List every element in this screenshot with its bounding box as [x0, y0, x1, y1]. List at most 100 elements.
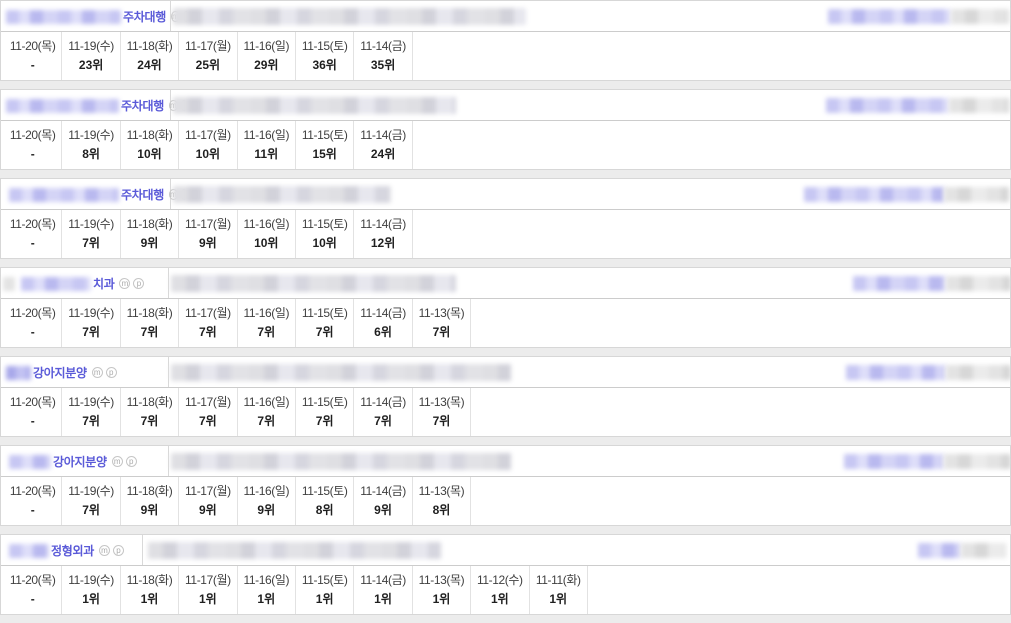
rank-cell: 11-14(금) 12위: [354, 210, 413, 258]
redacted-text: [9, 544, 49, 558]
rank-value: 7위: [315, 325, 334, 339]
redacted-text: [918, 543, 961, 558]
date-label: 11-17(월): [185, 39, 231, 53]
rank-value: 15위: [312, 147, 337, 161]
keyword-label[interactable]: 주차대행: [121, 187, 164, 202]
rank-cell: 11-18(화) 9위: [121, 210, 180, 258]
pc-badge-icon: p: [105, 366, 117, 378]
keyword-block: 정형외과 m p 11-20(목) - 11-19(수) 1위 11-18(화)…: [0, 534, 1011, 615]
redacted-url-text: [171, 275, 456, 292]
redacted-text: [944, 187, 1009, 202]
rank-cell: 11-16(일) 7위: [238, 388, 296, 436]
pc-badge-icon: p: [133, 277, 145, 289]
rank-value: 9위: [140, 503, 159, 517]
redacted-url-text: [171, 453, 511, 470]
date-label: 11-15(토): [301, 573, 348, 587]
date-label: 11-18(화): [126, 306, 173, 320]
rank-cell: 11-17(월) 10위: [179, 121, 238, 169]
rank-cell: 11-18(화) 1위: [121, 566, 180, 614]
rank-value: 1위: [374, 592, 392, 606]
date-label: 11-15(토): [301, 39, 348, 53]
keyword-label[interactable]: 정형외과: [51, 543, 94, 558]
rank-value: 36위: [312, 58, 337, 72]
keyword-block-header: 주차대행 m p: [1, 179, 1010, 210]
date-label: 11-13(목): [418, 306, 465, 320]
redacted-text: [951, 9, 1009, 24]
rank-value: 7위: [257, 414, 276, 428]
rank-cell: 11-20(목) -: [4, 210, 63, 258]
date-label: 11-14(금): [360, 573, 406, 587]
rank-value: 1위: [490, 592, 509, 606]
rank-value: 11위: [254, 147, 279, 161]
rank-cell: 11-19(수) 1위: [62, 566, 121, 614]
redacted-text: [9, 188, 119, 202]
date-label: 11-15(토): [301, 395, 348, 409]
rank-cell: 11-17(월) 7위: [179, 299, 238, 347]
rank-cell: 11-18(화) 10위: [121, 121, 180, 169]
date-label: 11-16(일): [243, 217, 290, 231]
rank-value: 7위: [199, 325, 217, 339]
rank-value: 10위: [312, 236, 337, 250]
rank-cell: 11-16(일) 9위: [238, 477, 296, 525]
rank-value: 7위: [82, 503, 100, 517]
rank-cell: 11-15(토) 36위: [296, 32, 355, 80]
daily-rank-row: 11-20(목) - 11-19(수) 8위 11-18(화) 10위 11-1…: [1, 121, 1010, 169]
date-label: 11-15(토): [301, 128, 348, 142]
rank-cell: 11-19(수) 8위: [62, 121, 121, 169]
rank-cell: 11-17(월) 9위: [179, 210, 238, 258]
rank-value: 7위: [432, 414, 451, 428]
rank-value: 8위: [82, 147, 100, 161]
rank-cell: 11-16(일) 10위: [238, 210, 296, 258]
date-label: 11-20(목): [9, 306, 56, 320]
rank-cell: 11-16(일) 1위: [238, 566, 296, 614]
redacted-text: [853, 276, 946, 291]
rank-value: 7위: [82, 325, 100, 339]
redacted-text: [946, 276, 1011, 291]
daily-rank-row: 11-20(목) - 11-19(수) 7위 11-18(화) 7위 11-17…: [1, 299, 1010, 347]
mobile-badge-icon: m: [91, 366, 103, 378]
date-label: 11-17(월): [185, 573, 231, 587]
keyword-block: 강아지분양 m p 11-20(목) - 11-19(수) 7위 11-18(화…: [0, 445, 1011, 526]
rank-value: 1위: [82, 592, 100, 606]
keyword-block-header: 강아지분양 m p: [1, 357, 1011, 388]
keyword-label[interactable]: 치과: [93, 276, 115, 291]
rank-cell: 11-11(화) 1위: [530, 566, 588, 614]
rank-cell: 11-15(토) 10위: [296, 210, 355, 258]
keyword-block-header: 정형외과 m p: [1, 535, 1010, 566]
keyword-block: 주차대행 m p 11-20(목) - 11-19(수) 8위 11-18(화)…: [0, 89, 1011, 170]
rank-cell: 11-15(토) 7위: [296, 388, 355, 436]
rank-cell: 11-14(금) 24위: [354, 121, 413, 169]
keyword-label[interactable]: 강아지분양: [53, 454, 107, 469]
rank-cell: 11-14(금) 1위: [354, 566, 413, 614]
keyword-label[interactable]: 강아지분양: [33, 365, 87, 380]
rank-value: 29위: [254, 58, 279, 72]
keyword-label[interactable]: 주차대행: [123, 9, 166, 24]
rank-value: 8위: [432, 503, 451, 517]
date-label: 11-17(월): [185, 128, 231, 142]
redacted-text: [961, 543, 1006, 558]
date-label: 11-16(일): [243, 306, 290, 320]
rank-cell: 11-16(일) 7위: [238, 299, 296, 347]
rank-cell: 11-18(화) 24위: [121, 32, 180, 80]
rank-cell: 11-13(목) 8위: [413, 477, 472, 525]
rank-value: 9위: [199, 236, 217, 250]
pc-badge-icon: p: [112, 544, 124, 556]
rank-cell: 11-15(토) 15위: [296, 121, 355, 169]
rank-cell: 11-16(일) 29위: [238, 32, 296, 80]
rank-cell: 11-17(월) 25위: [179, 32, 238, 80]
rank-value: 25위: [195, 58, 221, 72]
redacted-text: [21, 277, 91, 291]
date-label: 11-19(수): [68, 306, 114, 320]
keyword-cell: 강아지분양 m p: [1, 357, 169, 387]
rank-value: 7위: [140, 325, 159, 339]
redacted-url-text: [173, 186, 391, 203]
date-label: 11-19(수): [68, 395, 114, 409]
rank-value: 9위: [140, 236, 159, 250]
keyword-block: 주차대행 m p 11-20(목) - 11-19(수) 23위 11-18(화…: [0, 0, 1011, 81]
rank-cell: 11-14(금) 9위: [354, 477, 413, 525]
rank-cell: 11-16(일) 11위: [238, 121, 296, 169]
date-label: 11-14(금): [360, 484, 406, 498]
date-label: 11-20(목): [9, 128, 56, 142]
rank-value: 8위: [315, 503, 334, 517]
keyword-label[interactable]: 주차대행: [121, 98, 164, 113]
